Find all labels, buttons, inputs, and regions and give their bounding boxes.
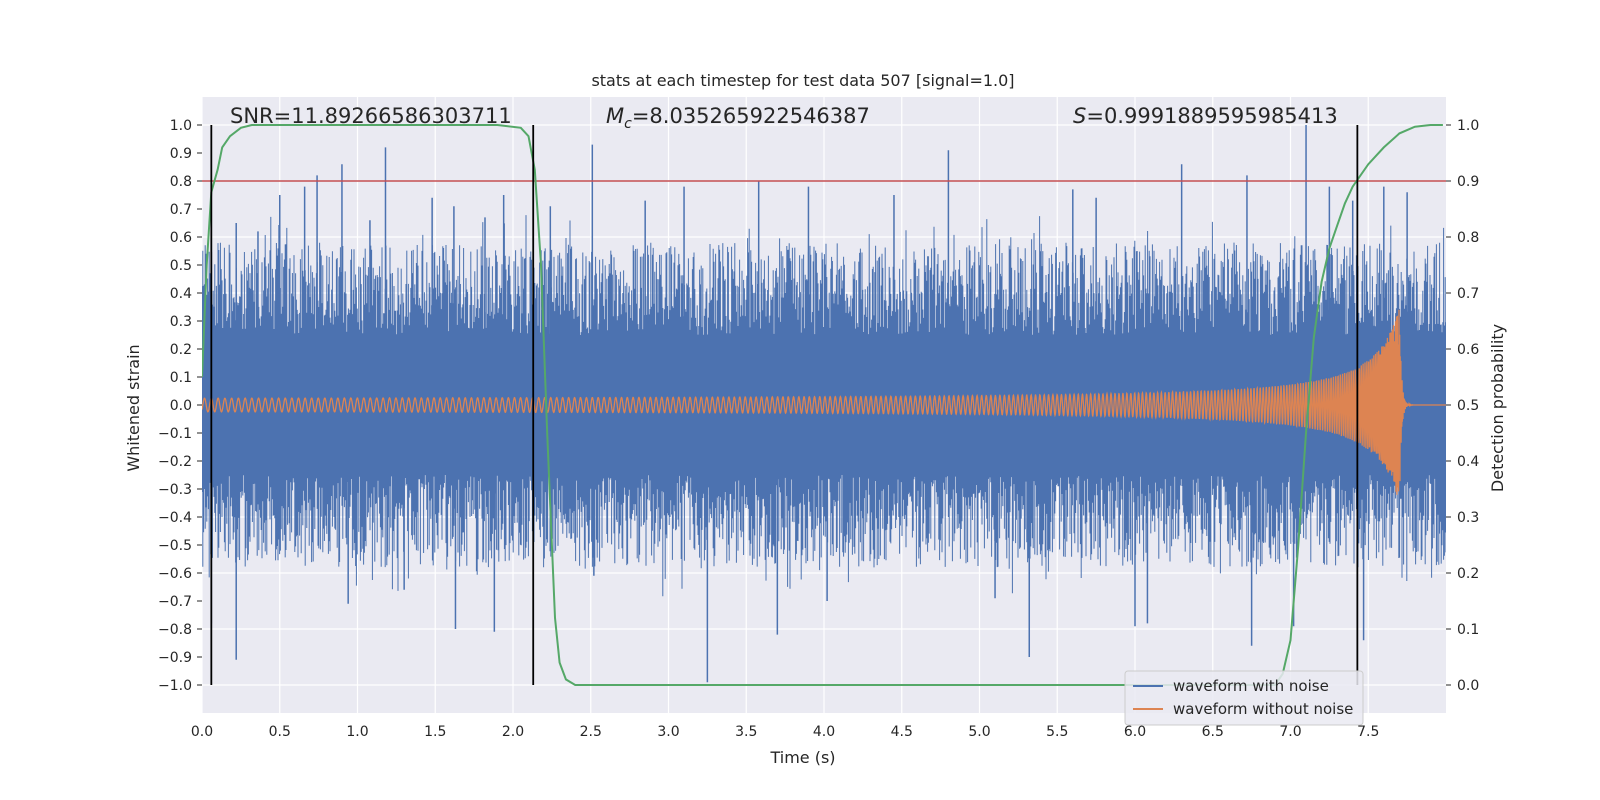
x-tick-label: 1.5 [424, 724, 446, 740]
x-tick-label: 0.5 [269, 724, 291, 740]
y-tick-label: 0.4 [170, 286, 192, 302]
y-axis: 1.0 0.9 0.8 0.7 0.6 0.5 0.4 0.3 0.2 0.1 0.0 −0.1 −0.… [158, 118, 202, 694]
snr-annotation: SNR=11.89266586303711 [230, 104, 512, 128]
x-tick-label: 2.5 [580, 724, 602, 740]
y-tick-label: −0.4 [158, 510, 192, 526]
y2-tick-label: 0.3 [1457, 510, 1479, 526]
y-tick-label: −0.8 [158, 622, 192, 638]
y2-axis: 1.0 0.9 0.8 0.7 0.6 0.5 0.4 0.3 0.2 0.1 0.0 [1446, 118, 1479, 694]
s-symbol: S [1073, 104, 1086, 128]
signal-waveform [202, 309, 1446, 495]
s-value: =0.9991889595985413 [1086, 104, 1337, 128]
x-tick-label: 4.0 [813, 724, 835, 740]
x-tick-label: 3.5 [735, 724, 757, 740]
y2-tick-label: 0.6 [1457, 342, 1479, 358]
y-tick-label: 0.9 [170, 146, 192, 162]
y-tick-label: 0.8 [170, 174, 192, 190]
x-tick-label: 7.5 [1357, 724, 1379, 740]
y-tick-label: 0.5 [170, 258, 192, 274]
noise-series [202, 125, 1446, 683]
chirp-mass-subscript: c [624, 116, 632, 132]
y-tick-label: 0.6 [170, 230, 192, 246]
y-tick-label: −0.5 [158, 538, 192, 554]
y-tick-label: 0.1 [170, 370, 192, 386]
x-tick-label: 6.0 [1124, 724, 1146, 740]
x-tick-label: 5.0 [968, 724, 990, 740]
x-tick-label: 5.5 [1046, 724, 1068, 740]
y-tick-label: −0.7 [158, 594, 192, 610]
y2-tick-label: 0.5 [1457, 398, 1479, 414]
legend: waveform with noise waveform without noi… [1124, 670, 1364, 726]
x-tick-label: 4.5 [891, 724, 913, 740]
y-tick-label: −0.1 [158, 426, 192, 442]
x-axis-label: Time (s) [769, 748, 835, 767]
legend-label-signal: waveform without noise [1173, 700, 1353, 718]
y-tick-label: −0.3 [158, 482, 192, 498]
y2-tick-label: 0.2 [1457, 566, 1479, 582]
x-tick-label: 1.0 [346, 724, 368, 740]
vertical-markers [210, 125, 1359, 685]
legend-label-noise: waveform with noise [1173, 677, 1329, 695]
chirp-mass-symbol: M [606, 104, 624, 128]
s-annotation: S=0.9991889595985413 [1073, 104, 1338, 128]
y-tick-label: 1.0 [170, 118, 192, 134]
y-tick-label: −0.6 [158, 566, 192, 582]
y2-tick-label: 0.4 [1457, 454, 1479, 470]
x-tick-label: 6.5 [1202, 724, 1224, 740]
y-tick-label: −1.0 [158, 678, 192, 694]
x-axis: 0.0 0.5 1.0 1.5 2.0 2.5 3.0 3.5 4.0 4.5 5.0 5.5 6.0 6… [191, 724, 1380, 740]
chirp-mass-annotation: Mc=8.035265922546387 [606, 104, 870, 132]
y-tick-label: 0.7 [170, 202, 192, 218]
x-tick-label: 2.0 [502, 724, 524, 740]
y2-tick-label: 0.1 [1457, 622, 1479, 638]
y-tick-label: 0.2 [170, 342, 192, 358]
y2-tick-label: 1.0 [1457, 118, 1479, 134]
probability-series-line [202, 124, 1443, 686]
y2-axis-label: Detection probability [1488, 324, 1507, 492]
x-tick-label: 0.0 [191, 724, 213, 740]
y2-tick-label: 0.7 [1457, 286, 1479, 302]
y-tick-label: −0.9 [158, 650, 192, 666]
legend-box [1124, 670, 1364, 726]
signal-series [202, 309, 1446, 495]
x-tick-label: 7.0 [1279, 724, 1301, 740]
y2-tick-label: 0.9 [1457, 174, 1479, 190]
y-tick-label: 0.0 [170, 398, 192, 414]
chart-title: stats at each timestep for test data 507… [591, 71, 1014, 90]
chirp-mass-value: =8.035265922546387 [632, 104, 870, 128]
y2-tick-label: 0.0 [1457, 678, 1479, 694]
y-tick-label: 0.3 [170, 314, 192, 330]
y-axis-label: Whitened strain [124, 344, 143, 471]
x-tick-label: 3.0 [657, 724, 679, 740]
y-tick-label: −0.2 [158, 454, 192, 470]
y2-tick-label: 0.8 [1457, 230, 1479, 246]
